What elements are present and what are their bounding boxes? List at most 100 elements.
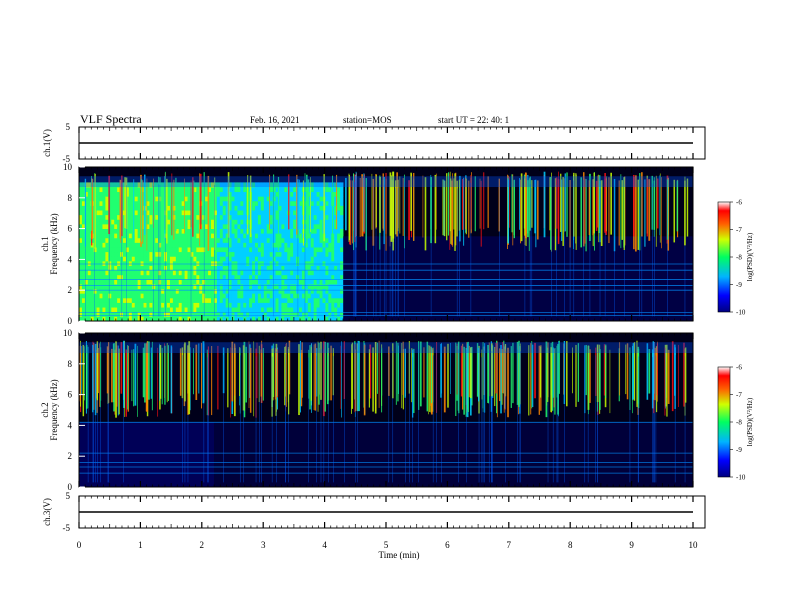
spectrogram-cell <box>134 293 139 299</box>
spectrogram-cell <box>79 297 83 303</box>
spectrogram-cell <box>225 214 230 220</box>
spectrogram-cell <box>169 307 174 313</box>
spectrogram-cell <box>169 237 174 243</box>
spectrogram-cell <box>149 233 153 239</box>
spectrogram-cell <box>161 260 165 266</box>
spectrogram-cell <box>275 219 279 225</box>
spectrogram-cell <box>152 284 156 290</box>
spectrogram-cell <box>184 233 188 239</box>
spectrogram-cell <box>222 316 227 322</box>
spectrogram-cell <box>146 247 150 253</box>
spectrogram-cell <box>228 223 232 229</box>
spectrogram-cell <box>255 297 259 303</box>
spectrogram-cell <box>155 293 159 299</box>
spectrogram-cell <box>213 302 218 308</box>
spectrogram-cell <box>299 270 303 276</box>
spectrogram-cell <box>96 270 100 276</box>
spectrogram-cell <box>143 297 147 303</box>
spectrogram-cell <box>275 307 279 313</box>
spectrogram-cell <box>102 316 106 322</box>
spectrogram-cell <box>146 187 150 193</box>
spectrogram-cell <box>167 274 171 280</box>
spectrogram-cell <box>281 270 285 276</box>
spectrogram-cell <box>340 284 344 290</box>
spectrogram-cell <box>184 247 188 253</box>
spectrogram-cell <box>252 293 256 299</box>
spectrogram-cell <box>96 182 100 188</box>
spectrogram-cell <box>263 182 268 188</box>
spectrogram-cell <box>102 210 106 216</box>
ch2-colorbar-ticks: -6-7-8-9-10 <box>730 364 746 482</box>
spectrogram-cell <box>134 279 139 285</box>
spectrogram-cell <box>249 307 253 313</box>
spectrogram-cell <box>181 260 186 266</box>
spectrogram-cell <box>316 302 320 308</box>
spectrogram-cell <box>131 293 136 299</box>
spectrogram-cell <box>117 210 121 216</box>
spectrogram-cell <box>161 311 165 317</box>
spectrogram-cell <box>140 279 144 285</box>
spectrogram-cell <box>96 228 100 234</box>
spectrogram-cell <box>81 214 86 220</box>
spectrogram-cell <box>117 270 121 276</box>
spectrogram-cell <box>310 247 315 253</box>
spectrogram-cell <box>293 297 297 303</box>
spectrogram-cell <box>257 219 262 225</box>
spectrogram-cell <box>237 279 241 285</box>
spectrogram-cell <box>164 196 168 202</box>
spectrogram-cell <box>275 187 279 193</box>
spectrogram-cell <box>140 297 144 303</box>
spectrogram-cell <box>213 233 218 239</box>
spectrogram-cell <box>237 251 241 257</box>
spectrogram-cell <box>205 311 209 317</box>
spectrogram-cell <box>102 219 106 225</box>
spectrogram-cell <box>193 316 197 322</box>
spectrogram-cell <box>260 223 265 229</box>
spectrogram-cell <box>140 302 144 308</box>
spectrogram-cell <box>255 237 259 243</box>
spectrogram-cell <box>299 311 303 317</box>
spectrogram-cell <box>260 237 265 243</box>
spectrogram-cell <box>152 307 156 313</box>
spectrogram-cell <box>316 293 320 299</box>
spectrogram-cell <box>128 251 133 257</box>
spectrogram-cell <box>278 279 282 285</box>
spectrogram-cell <box>234 214 238 220</box>
spectrogram-cell <box>284 219 288 225</box>
spectrogram-cell <box>301 302 306 308</box>
spectrogram-cell <box>111 279 115 285</box>
spectrogram-cell <box>84 279 89 285</box>
spectrogram-cell <box>225 242 230 248</box>
spectrogram-cell <box>269 265 274 271</box>
spectrogram-cell <box>263 302 268 308</box>
spectrogram-cell <box>334 182 338 188</box>
spectrogram-cell <box>149 307 153 313</box>
spectrogram-cell <box>337 293 341 299</box>
spectrogram-cell <box>164 200 168 206</box>
spectrogram-cell <box>169 311 174 317</box>
spectrogram-cell <box>319 297 323 303</box>
spectrogram-cell <box>260 274 265 280</box>
spectrogram-cell <box>319 279 323 285</box>
spectrogram-cell <box>196 219 200 225</box>
spectrogram-cell <box>290 274 294 280</box>
spectrogram-cell <box>137 302 142 308</box>
spectrogram-cell <box>231 256 235 262</box>
spectrogram-cell <box>167 191 171 197</box>
spectrogram-cell <box>169 233 174 239</box>
spectrogram-cell <box>87 279 92 285</box>
spectrogram-cell <box>208 251 212 257</box>
spectrogram-cell <box>246 270 250 276</box>
spectrogram-cell <box>240 187 244 193</box>
spectrogram-cell <box>131 311 136 317</box>
spectrogram-cell <box>228 182 232 188</box>
spectrogram-cell <box>178 293 183 299</box>
spectrogram-cell <box>257 265 262 271</box>
spectrogram-cell <box>155 228 159 234</box>
spectrogram-cell <box>257 191 262 197</box>
spectrogram-cell <box>175 187 180 193</box>
spectrogram-cell <box>266 260 271 266</box>
spectrogram-cell <box>290 191 294 197</box>
spectrogram-cell <box>287 307 291 313</box>
spectrogram-cell <box>161 182 165 188</box>
